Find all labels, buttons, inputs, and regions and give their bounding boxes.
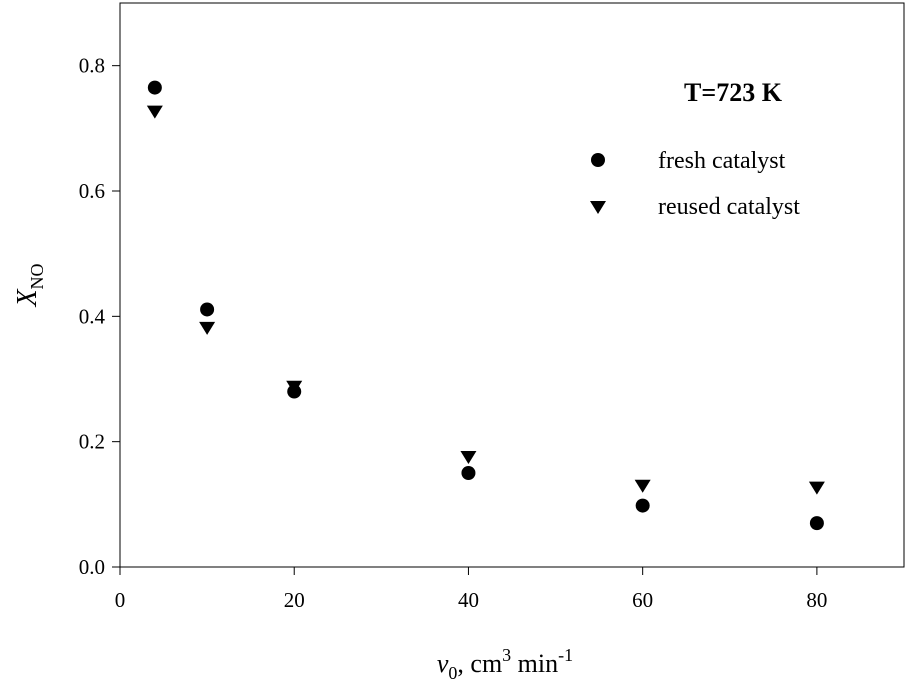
y-tick-label: 0.6 bbox=[79, 179, 105, 203]
plot-frame bbox=[119, 2, 905, 568]
x-tick-label: 60 bbox=[632, 588, 653, 612]
data-point-reused bbox=[808, 481, 825, 495]
legend-marker-reused bbox=[590, 201, 606, 214]
data-point-reused bbox=[634, 479, 651, 493]
data-point-fresh bbox=[635, 498, 650, 513]
y-tick-label: 0.2 bbox=[79, 430, 105, 454]
x-axis-label: v0, cm3 min-1 bbox=[437, 645, 573, 683]
data-point-reused bbox=[146, 105, 163, 119]
legend-label-reused: reused catalyst bbox=[658, 194, 800, 220]
x-axis: 0 20 40 60 80 bbox=[115, 567, 827, 612]
y-axis: 0.0 0.2 0.4 0.6 0.8 bbox=[79, 54, 120, 579]
data-point-fresh bbox=[147, 80, 162, 95]
data-point-reused bbox=[199, 321, 216, 335]
legend: fresh catalyst reused catalyst bbox=[590, 148, 800, 220]
data-point-fresh bbox=[200, 302, 215, 317]
data-point-fresh bbox=[461, 466, 476, 480]
data-point-fresh bbox=[809, 516, 824, 531]
y-tick-label: 0.4 bbox=[79, 304, 106, 328]
data-point-reused bbox=[286, 380, 303, 394]
y-tick-label: 0.0 bbox=[79, 555, 105, 579]
legend-marker-fresh bbox=[591, 153, 605, 167]
data-layer bbox=[146, 80, 825, 531]
y-axis-label: XNO bbox=[12, 263, 47, 307]
legend-label-fresh: fresh catalyst bbox=[658, 148, 786, 174]
x-tick-label: 20 bbox=[284, 588, 305, 612]
x-tick-label: 0 bbox=[115, 588, 126, 612]
x-tick-label: 80 bbox=[806, 588, 827, 612]
x-tick-label: 40 bbox=[458, 588, 479, 612]
y-tick-label: 0.8 bbox=[79, 54, 105, 78]
temperature-annotation: T=723 K bbox=[684, 78, 783, 107]
data-point-reused bbox=[460, 450, 477, 464]
